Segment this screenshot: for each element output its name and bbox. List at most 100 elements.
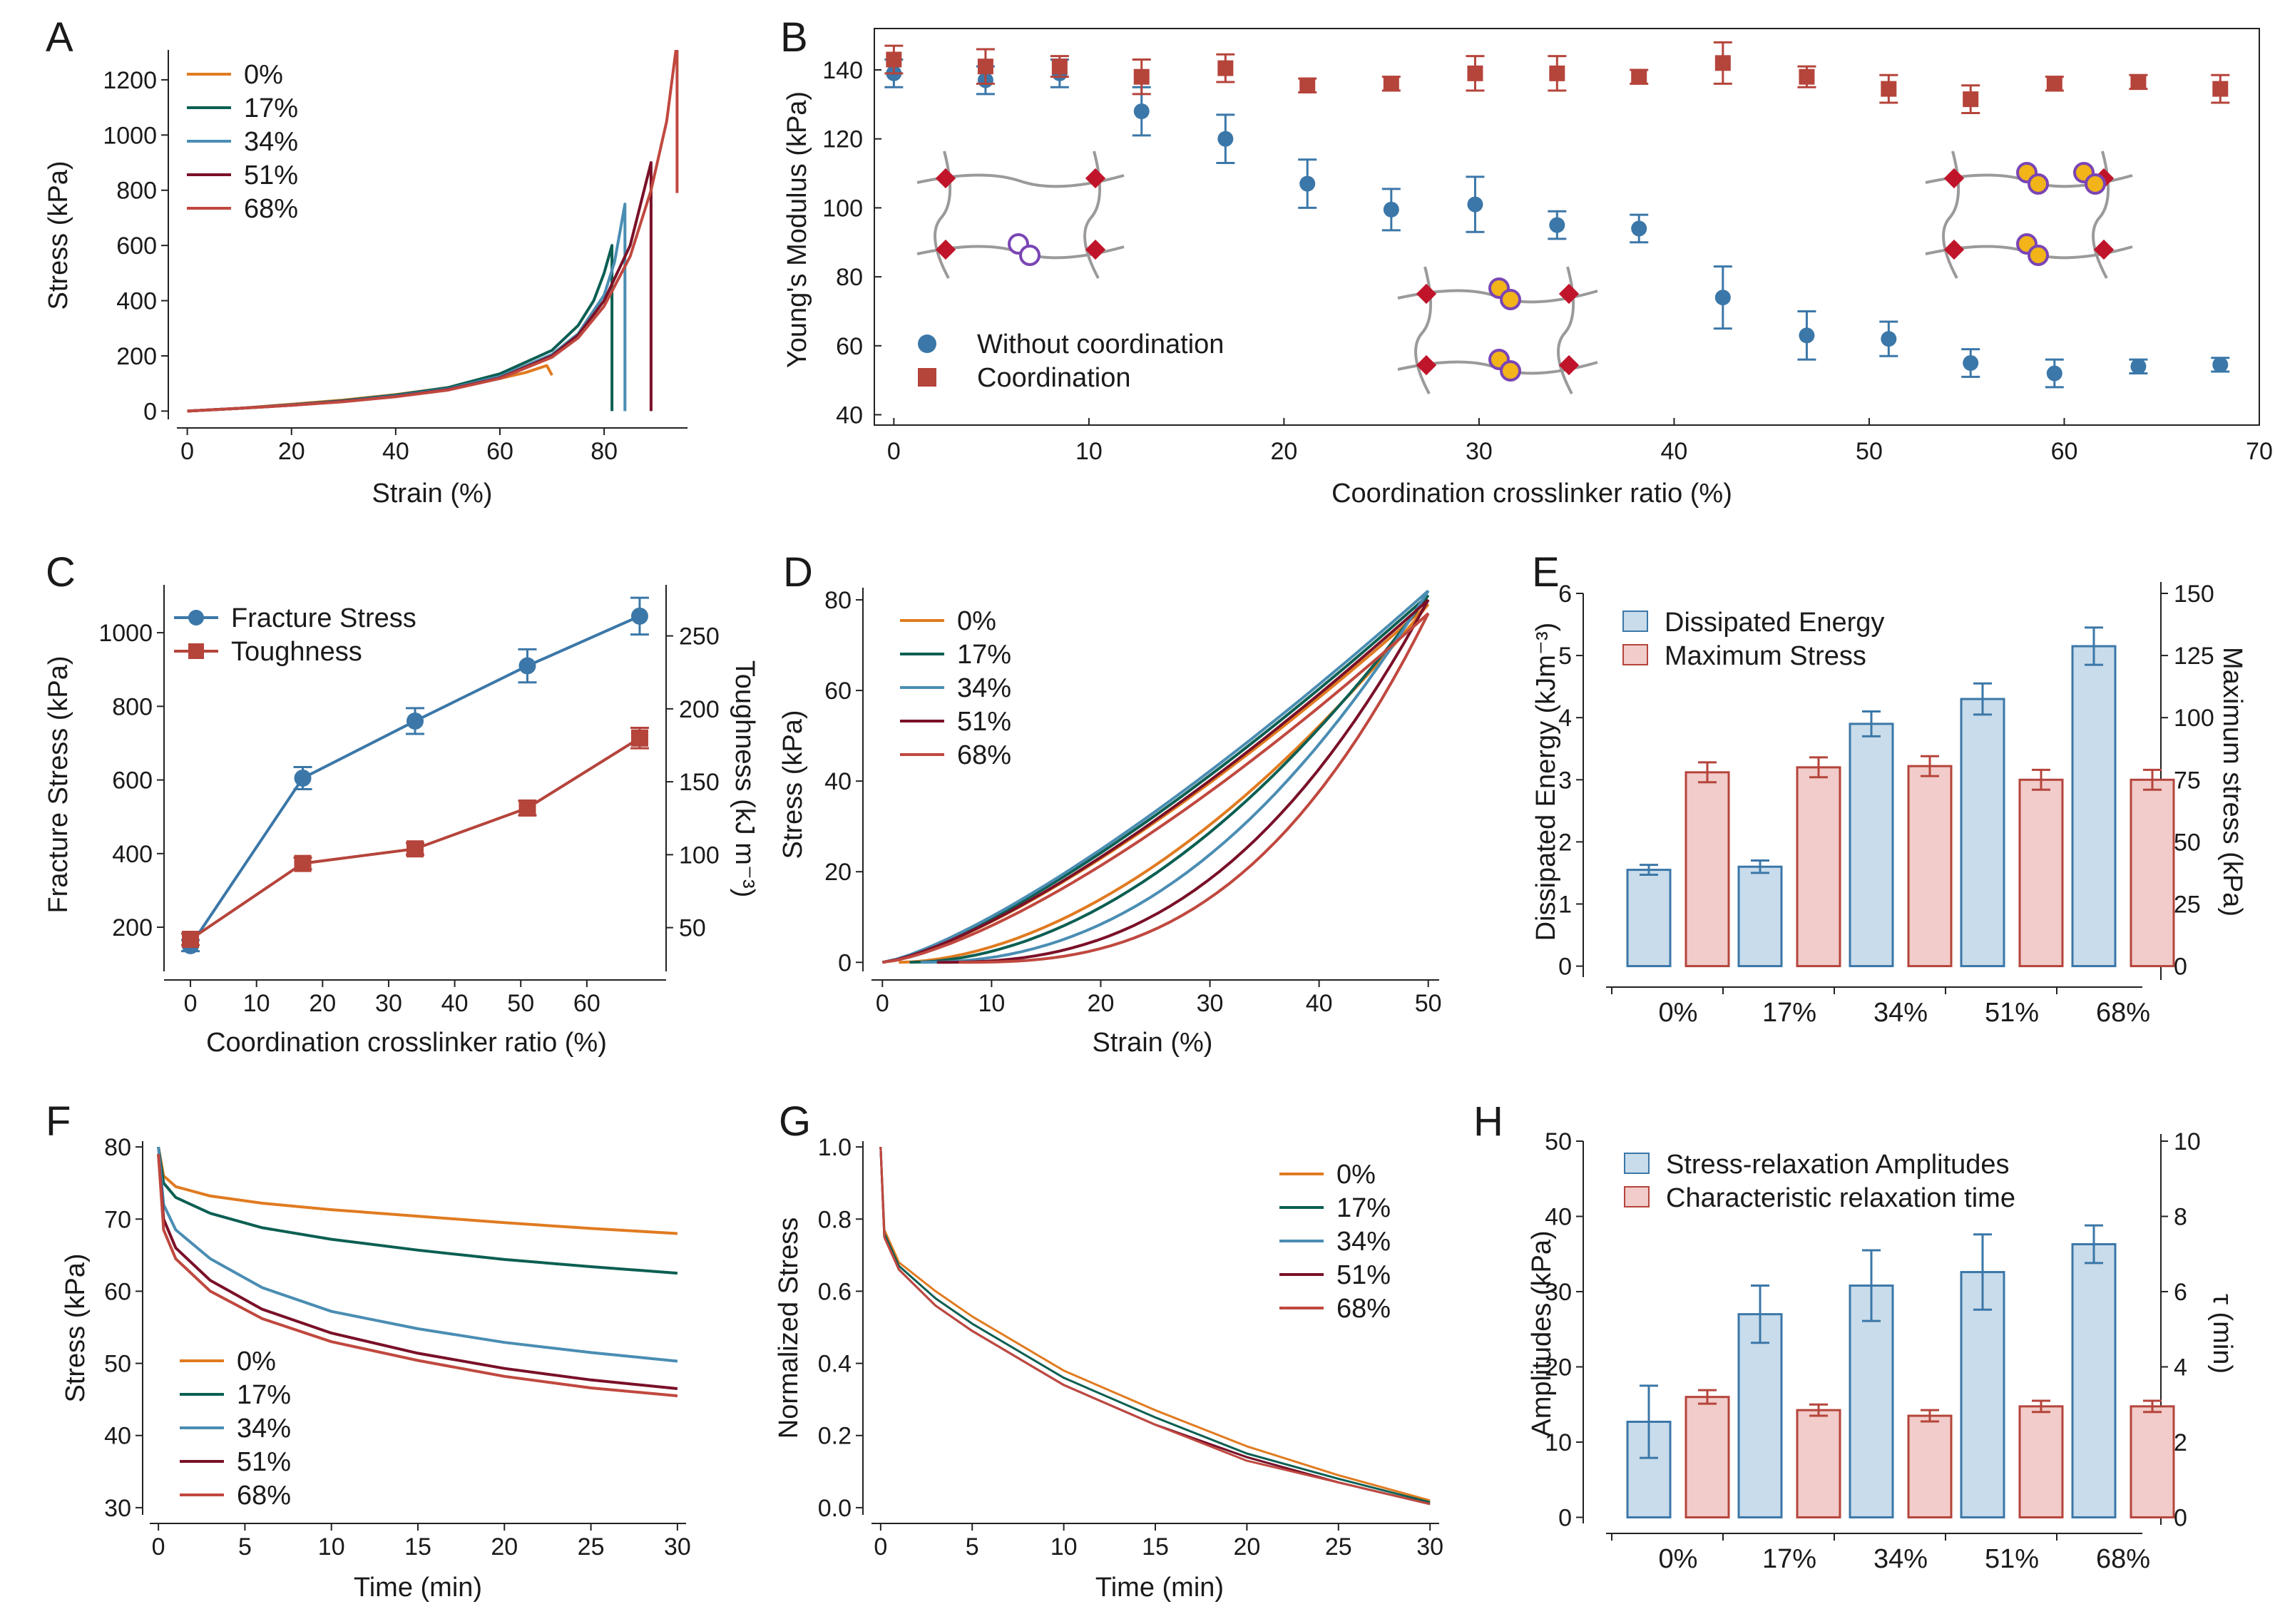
x-axis-label: Coordination crosslinker ratio (%) <box>1331 479 1732 509</box>
y-tick-label: 80 <box>824 587 852 614</box>
curves <box>187 50 679 413</box>
x-tick-label: 30 <box>375 990 402 1017</box>
hysteresis-loop-17% <box>881 594 1430 964</box>
square-marker <box>188 643 204 659</box>
legend-label: 17% <box>237 1380 291 1410</box>
category-label: 0% <box>1659 1544 1698 1574</box>
polymer-chain <box>934 150 952 279</box>
y-tick-label: 50 <box>104 1351 131 1378</box>
x-tick-label: 10 <box>318 1533 345 1561</box>
crosslink-node <box>1943 168 1965 189</box>
y-tick-label: 1000 <box>98 620 153 647</box>
legend-label: 17% <box>244 93 298 123</box>
legend-label: 17% <box>1336 1193 1391 1223</box>
y-tick-label: 40 <box>104 1423 131 1450</box>
legend-label: 51% <box>1336 1260 1391 1290</box>
x-tick-label: 5 <box>966 1533 979 1561</box>
crosslink-node <box>1558 283 1580 305</box>
bar-Characteristic relaxation time-17% <box>1796 1409 1841 1518</box>
y-tick-label: 1200 <box>103 67 157 94</box>
crosslink-node <box>1943 239 1965 260</box>
x-axis-label: Strain (%) <box>372 479 493 509</box>
polymer-chain <box>1557 266 1575 394</box>
y-tick-label: 0 <box>2174 954 2187 981</box>
bar-Characteristic relaxation time-51% <box>2018 1405 2064 1518</box>
y-tick-label: 600 <box>116 233 157 260</box>
square-marker <box>1549 65 1565 81</box>
y-tick-label: 0.0 <box>818 1495 852 1522</box>
category-label: 68% <box>2096 998 2150 1028</box>
crosslink-node <box>2093 239 2115 260</box>
series-line-0% <box>187 364 553 413</box>
series-line-Toughness <box>189 737 640 941</box>
y-tick-label: 25 <box>2174 891 2201 918</box>
panel-f-stress-relaxation-chart: 0 5 10 15 20 25 30 30 40 50 60 70 80 Time (min) Str… <box>61 1134 691 1603</box>
y-tick-label: 20 <box>824 859 852 886</box>
x-tick-label: 30 <box>664 1533 691 1561</box>
circle-marker <box>1383 201 1399 218</box>
y-tick-label: 120 <box>822 126 863 153</box>
normalized-curves <box>879 1147 1431 1506</box>
x-tick-label: 60 <box>573 990 600 1017</box>
legend: Without coordination Coordination <box>918 330 1224 393</box>
data-points <box>884 41 2230 389</box>
y-tick-label: 200 <box>679 696 720 723</box>
legend-label: Fracture Stress <box>231 603 416 633</box>
circle-marker <box>2046 365 2062 382</box>
bar-Dissipated Energy-51% <box>1960 698 2005 968</box>
bar-Characteristic relaxation time-0% <box>1684 1396 1730 1518</box>
x-tick-label: 0 <box>152 1533 165 1561</box>
category-label: 68% <box>2096 1544 2150 1574</box>
category-label: 17% <box>1762 1544 1816 1574</box>
bars <box>1626 626 2175 968</box>
x-tick-label: 20 <box>1088 990 1115 1017</box>
y-axis-ticks: 40 60 80 100 120 140 <box>822 57 881 429</box>
y-tick-label: 200 <box>116 343 157 370</box>
crosslink-node <box>1558 354 1580 376</box>
y-tick-label: 0 <box>1558 1504 1572 1531</box>
x-tick-label: 0 <box>180 438 194 465</box>
x-tick-label: 50 <box>507 990 534 1017</box>
y-tick-label: 75 <box>2174 767 2201 794</box>
legend-label: Coordination <box>977 363 1130 393</box>
legend-label: Without coordination <box>977 330 1224 359</box>
x-tick-label: 30 <box>1466 438 1493 465</box>
polymer-chain <box>2092 150 2110 279</box>
y-tick-label: 100 <box>2174 705 2214 732</box>
x-axis-ticks: 0 20 40 60 80 <box>180 428 618 465</box>
y-tick-label: 4 <box>2174 1354 2187 1381</box>
network-schematic <box>1925 150 2133 279</box>
crosslink-node <box>935 168 956 189</box>
legend: 0% 17%34% 51%68% <box>900 606 1011 770</box>
y-axis-ticks: 200 400 600 800 1000 <box>98 620 164 941</box>
x-tick-label: 20 <box>309 990 336 1017</box>
square-marker <box>518 799 536 817</box>
square-marker <box>1881 81 1897 97</box>
y-tick-label: 40 <box>824 768 852 795</box>
legend-label: Characteristic relaxation time <box>1666 1183 2015 1213</box>
series-line-68% <box>879 1147 1431 1506</box>
y-tick-label: 0 <box>2174 1504 2187 1531</box>
y-tick-label: 0 <box>838 949 852 976</box>
y-tick-label: 1 <box>1558 891 1572 918</box>
legend-label: 17% <box>957 640 1011 670</box>
y-axis-right-label: τ (min) <box>2207 1294 2237 1374</box>
bar-Dissipated Energy-0% <box>1626 869 1672 968</box>
y-tick-label: 8 <box>2174 1203 2187 1230</box>
x-tick-label: 40 <box>1306 990 1333 1017</box>
category-labels: 0% 17% 34% 51% 68% <box>1611 1533 2150 1574</box>
x-axis-ticks: 0 10 20 30 40 50 60 <box>184 980 600 1017</box>
series-line-17% <box>187 244 614 413</box>
y-tick-label: 80 <box>836 264 863 291</box>
series-line-34% <box>157 1146 678 1363</box>
x-axis-ticks: 0 5 10 15 20 25 30 <box>152 1523 691 1561</box>
legend-label: Maximum Stress <box>1665 641 1866 671</box>
y-tick-label: 140 <box>822 57 863 84</box>
y-tick-label: 60 <box>824 678 852 705</box>
data-series <box>181 596 649 954</box>
y-tick-label: 5 <box>1558 643 1572 670</box>
panel-label-g: G <box>779 1098 811 1145</box>
square-marker <box>630 729 648 747</box>
